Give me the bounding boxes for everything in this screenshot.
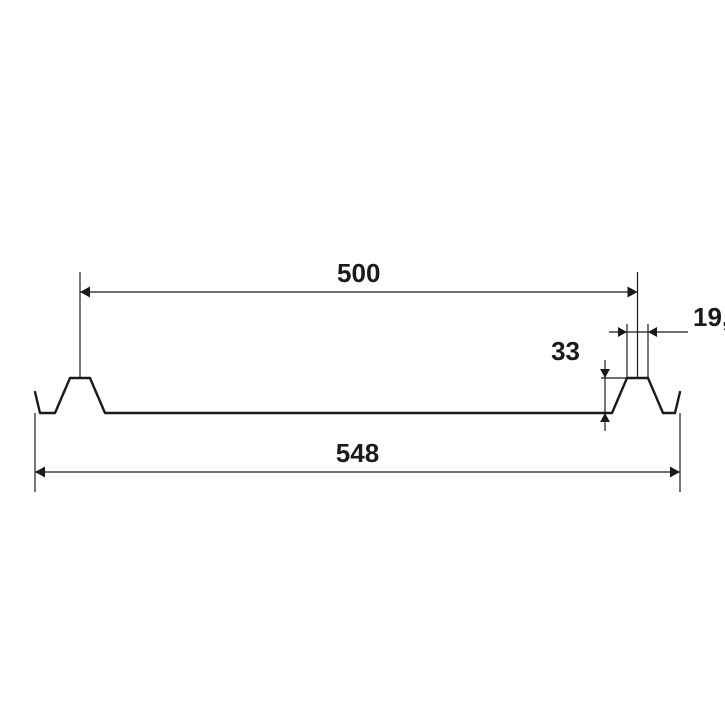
profile-outline	[35, 378, 680, 413]
dim-19-3: 19,3	[693, 302, 725, 332]
dim-33: 33	[551, 336, 580, 366]
dim-548: 548	[336, 438, 379, 468]
dim-500: 500	[337, 258, 380, 288]
technical-drawing: 500 548 33 19,3	[0, 0, 725, 725]
